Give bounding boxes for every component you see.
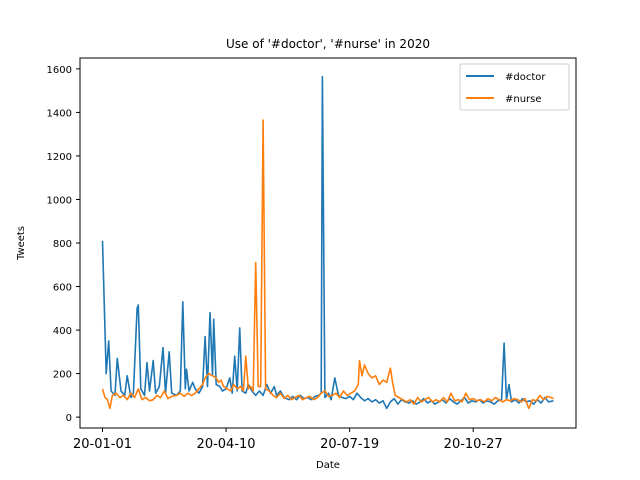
y-tick-label: 600	[53, 283, 72, 294]
y-tick-label: 1600	[47, 65, 72, 76]
series-layer	[101, 75, 554, 410]
x-tick-label: 20-04-10	[197, 437, 256, 452]
series-line-nurse	[101, 119, 554, 410]
y-tick-label: 400	[53, 326, 72, 337]
y-tick-label: 1200	[47, 152, 72, 163]
legend-label-doctor: #doctor	[505, 72, 546, 83]
legend: #doctor #nurse	[459, 63, 570, 111]
plot-frame	[79, 57, 577, 429]
chart-title: Use of '#doctor', '#nurse' in 2020	[226, 37, 430, 51]
y-axis-title: Tweets	[16, 226, 27, 261]
x-tick-label: 20-10-27	[444, 437, 503, 452]
y-tick-label: 1400	[47, 108, 72, 119]
legend-label-nurse: #nurse	[505, 94, 542, 105]
x-tick-label: 20-01-01	[73, 437, 132, 452]
x-tick-label: 20-07-19	[320, 437, 379, 452]
y-tick-label: 200	[53, 370, 72, 381]
y-tick-label: 1000	[47, 195, 72, 206]
axes-layer: 0 200 400 600 800 1000 1200 1400 1600 20-01-01 20-…	[47, 65, 503, 452]
y-tick-label: 0	[66, 413, 72, 424]
x-axis-title: Date	[316, 460, 340, 471]
y-tick-label: 800	[53, 239, 72, 250]
